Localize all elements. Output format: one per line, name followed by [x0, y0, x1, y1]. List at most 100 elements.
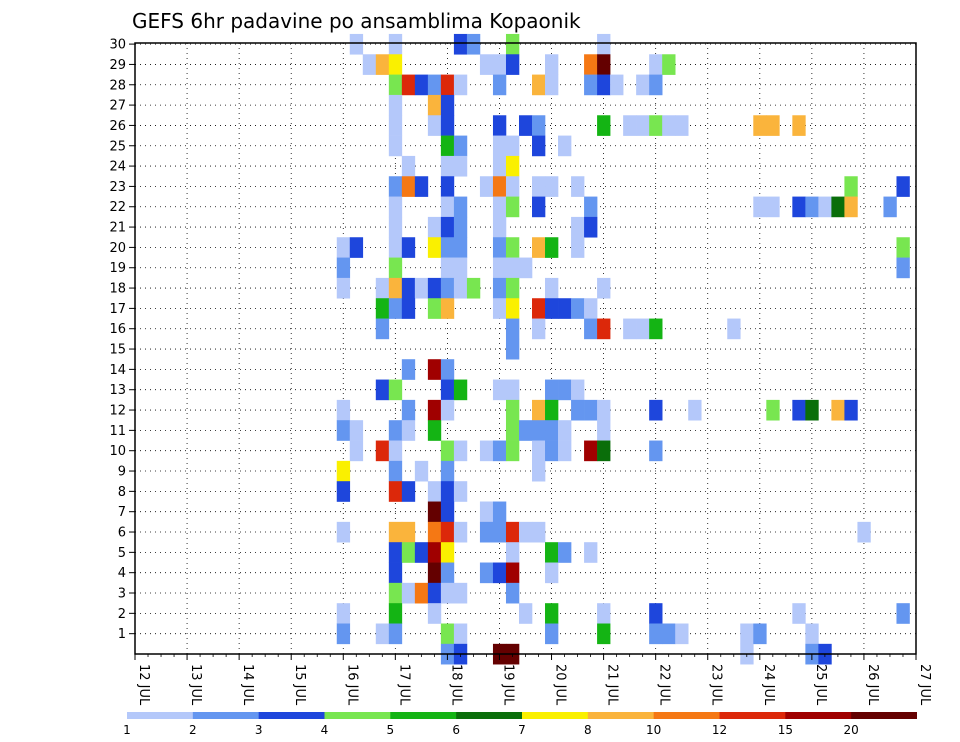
heatmap-cell	[492, 257, 507, 279]
heatmap-cell	[414, 74, 429, 96]
heatmap-cell	[545, 440, 559, 462]
heatmap-cell	[388, 481, 403, 502]
heatmap-cell	[818, 196, 832, 218]
heatmap-cell	[388, 420, 403, 441]
colorbar-swatch	[324, 712, 391, 719]
heatmap-cell	[440, 501, 455, 523]
heatmap-cell	[883, 196, 897, 218]
heatmap-cell	[571, 399, 585, 421]
colorbar-swatch	[258, 712, 325, 719]
heatmap-cell	[492, 298, 507, 319]
colorbar-swatch	[587, 712, 655, 719]
heatmap-cell	[479, 176, 494, 197]
heatmap-cell	[636, 318, 650, 340]
heatmap-cell	[440, 135, 455, 157]
heatmap-cell	[492, 196, 507, 218]
heatmap-cell	[505, 237, 520, 258]
colorbar-swatch	[390, 712, 457, 719]
heatmap-cell	[336, 521, 351, 543]
heatmap-cell	[440, 237, 455, 258]
heatmap-cell	[427, 501, 442, 523]
heatmap-cell	[505, 338, 520, 360]
heatmap-cell	[479, 521, 494, 543]
heatmap-cell	[388, 176, 403, 197]
heatmap-cell	[518, 603, 533, 624]
heatmap-cell	[388, 216, 403, 238]
heatmap-cell	[401, 359, 416, 380]
heatmap-cell	[532, 318, 546, 340]
heatmap-cell	[427, 399, 442, 421]
heatmap-cell	[492, 379, 507, 401]
heatmap-cell	[584, 196, 598, 218]
y-tick-label: 9	[118, 465, 126, 480]
colorbar-label: 20	[844, 723, 859, 737]
y-tick-label: 27	[109, 99, 126, 114]
x-tick-label: 23 JUL	[709, 664, 724, 706]
heatmap-cell	[545, 54, 559, 75]
y-tick-label: 21	[109, 221, 126, 236]
heatmap-cell	[401, 582, 416, 604]
heatmap-cell	[649, 54, 663, 75]
heatmap-cell	[349, 440, 364, 462]
heatmap-cell	[518, 257, 533, 279]
heatmap-cell	[349, 420, 364, 441]
heatmap-cell	[545, 237, 559, 258]
heatmap-cell	[675, 623, 689, 645]
heatmap-cell	[532, 399, 546, 421]
heatmap-cell	[740, 623, 754, 645]
heatmap-cell	[545, 420, 559, 441]
x-tick-label: 13 JUL	[188, 664, 203, 706]
heatmap-cell	[427, 542, 442, 563]
heatmap-cell	[571, 237, 585, 258]
heatmap-cell	[492, 501, 507, 523]
heatmap-cell	[440, 257, 455, 279]
heatmap-cell	[401, 521, 416, 543]
heatmap-cell	[375, 54, 390, 75]
heatmap-cell	[440, 521, 455, 543]
heatmap-cell	[584, 54, 598, 75]
heatmap-cell	[453, 74, 468, 96]
heatmap-cell	[492, 440, 507, 462]
heatmap-cell	[518, 420, 533, 441]
heatmap-cell	[505, 298, 520, 319]
heatmap-cell	[545, 562, 559, 584]
heatmap-cell	[518, 115, 533, 136]
heatmap-cell	[388, 562, 403, 584]
heatmap-cell	[805, 399, 819, 421]
heatmap-cell	[558, 420, 572, 441]
colorbar-label: 1	[123, 723, 131, 737]
heatmap-cell	[453, 135, 468, 157]
heatmap-cell	[532, 521, 546, 543]
heatmap-cell	[584, 440, 598, 462]
heatmap-cell	[831, 196, 845, 218]
heatmap-cell	[453, 582, 468, 604]
heatmap-cell	[545, 399, 559, 421]
heatmap-cell	[505, 420, 520, 441]
heatmap-cell	[558, 298, 572, 319]
heatmap-cell	[479, 562, 494, 584]
heatmap-cell	[597, 74, 611, 96]
heatmap-cell	[427, 216, 442, 238]
heatmap-cell	[440, 582, 455, 604]
heatmap-cell	[597, 277, 611, 299]
heatmap-cell	[753, 115, 767, 136]
heatmap-cell	[388, 440, 403, 462]
heatmap-cell	[401, 542, 416, 563]
y-tick-label: 15	[109, 343, 126, 358]
heatmap-cell	[558, 440, 572, 462]
heatmap-cell	[505, 379, 520, 401]
heatmap-cell	[505, 277, 520, 299]
heatmap-cell	[440, 359, 455, 380]
heatmap-cell	[545, 277, 559, 299]
heatmap-cell	[440, 176, 455, 197]
heatmap-cell	[505, 135, 520, 157]
heatmap-cell	[584, 399, 598, 421]
heatmap-cell	[844, 196, 858, 218]
heatmap-cell	[414, 582, 429, 604]
heatmap-cell	[545, 176, 559, 197]
heatmap-cell	[545, 623, 559, 645]
colorbar-swatch	[653, 712, 720, 719]
heatmap-cell	[427, 481, 442, 502]
heatmap-cell	[844, 176, 858, 197]
heatmap-cell	[805, 196, 819, 218]
